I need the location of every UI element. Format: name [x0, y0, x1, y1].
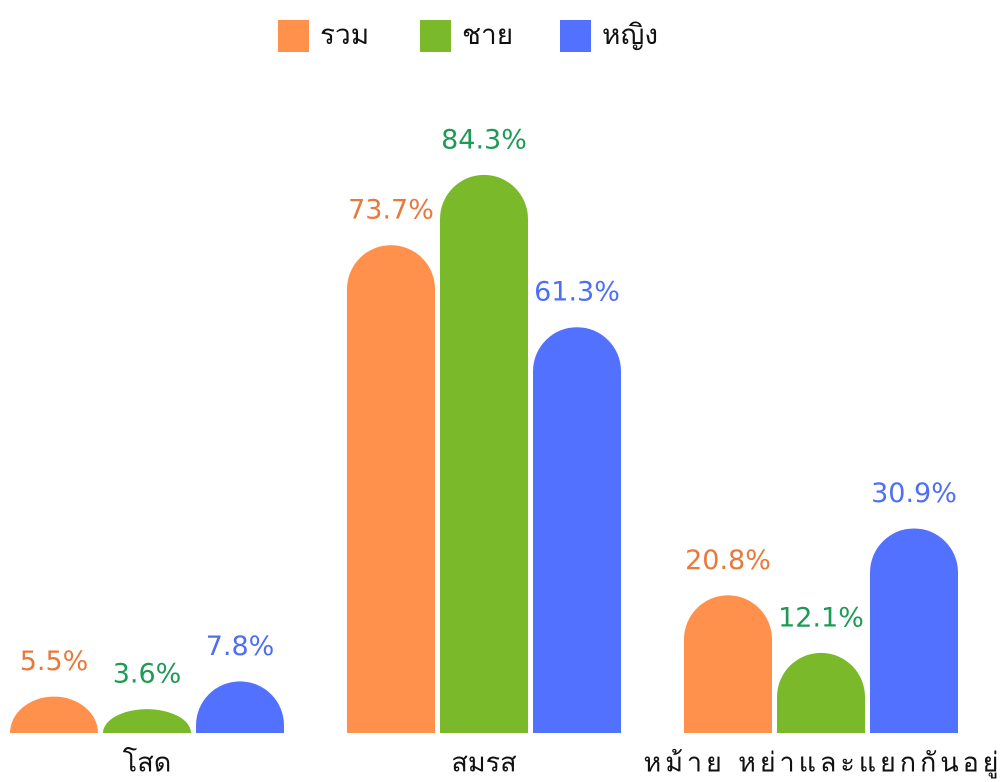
bar: [777, 652, 865, 733]
bar: [10, 696, 98, 733]
value-label: 20.8%: [685, 545, 771, 576]
value-label: 61.3%: [534, 277, 620, 308]
value-label: 73.7%: [348, 195, 434, 226]
legend-label: ชาย: [462, 18, 513, 51]
legend-label: หญิง: [602, 18, 658, 51]
category-label: โสด: [123, 748, 172, 779]
legend-swatch: [560, 20, 591, 52]
bar: [440, 174, 528, 733]
bar: [103, 709, 191, 733]
bar: [196, 681, 284, 733]
bar: [684, 595, 772, 733]
legend-label: รวม: [320, 18, 369, 51]
bar: [870, 528, 958, 733]
value-label: 12.1%: [778, 602, 864, 633]
legend-swatch: [278, 20, 309, 52]
category-label: หม้าย หย่าและแยกกันอยู่: [644, 748, 999, 779]
value-label: 3.6%: [113, 659, 182, 690]
value-label: 7.8%: [206, 631, 275, 662]
bar: [533, 327, 621, 733]
value-label: 5.5%: [20, 646, 89, 677]
category-label: สมรส: [451, 748, 516, 779]
value-label: 30.9%: [871, 478, 957, 509]
legend-swatch: [420, 20, 451, 52]
bar: [347, 245, 435, 733]
value-label: 84.3%: [441, 124, 527, 155]
